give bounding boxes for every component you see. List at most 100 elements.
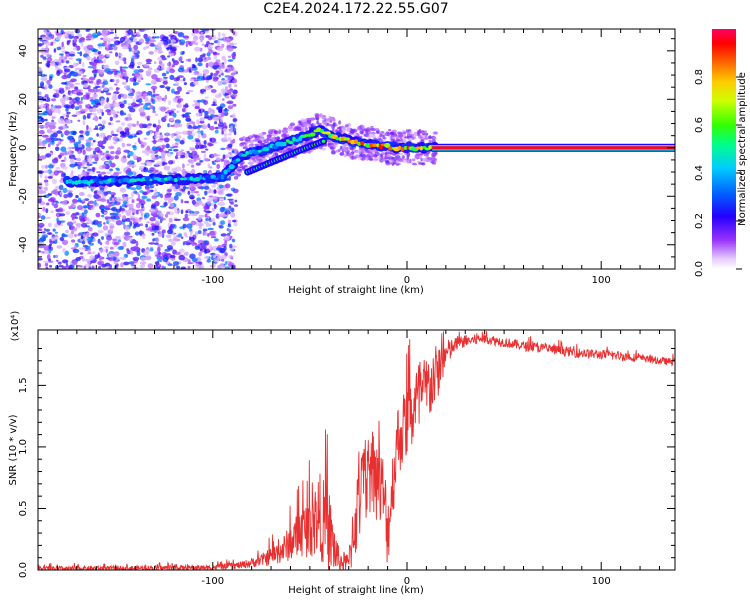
noise-speckle <box>115 52 118 57</box>
noise-speckle <box>227 55 232 58</box>
noise-speckle <box>178 123 183 128</box>
noise-speckle <box>147 67 153 71</box>
noise-speckle <box>151 232 155 236</box>
noise-speckle <box>132 37 137 43</box>
noise-speckle <box>207 227 214 231</box>
noise-speckle <box>41 141 46 147</box>
noise-speckle <box>222 207 226 211</box>
noise-speckle <box>203 185 210 190</box>
noise-speckle <box>84 225 91 228</box>
noise-speckle <box>93 128 99 130</box>
noise-speckle <box>203 140 207 145</box>
noise-speckle <box>126 113 132 118</box>
noise-speckle <box>212 117 217 121</box>
noise-speckle <box>75 223 82 227</box>
ridge-halo <box>416 129 422 134</box>
noise-speckle <box>99 242 103 246</box>
noise-speckle <box>232 117 237 123</box>
noise-speckle <box>173 77 179 82</box>
noise-speckle <box>169 254 176 259</box>
noise-speckle <box>218 196 224 199</box>
noise-speckle <box>46 254 51 260</box>
noise-speckle <box>127 196 133 200</box>
noise-speckle <box>119 256 127 260</box>
ridge-halo <box>392 132 398 137</box>
noise-speckle <box>98 69 105 75</box>
noise-speckle <box>169 226 173 231</box>
noise-speckle <box>152 110 157 114</box>
noise-speckle <box>87 194 92 198</box>
noise-speckle <box>132 153 137 159</box>
ridge-halo <box>254 143 260 146</box>
noise-speckle <box>187 89 194 93</box>
noise-speckle <box>146 221 150 224</box>
noise-speckle <box>96 171 101 174</box>
noise-speckle <box>60 174 65 178</box>
noise-speckle <box>65 211 70 215</box>
ridge-core <box>74 180 79 185</box>
ridge-halo <box>305 127 309 131</box>
noise-speckle <box>42 134 49 138</box>
noise-speckle <box>165 143 170 149</box>
noise-speckle <box>154 188 157 193</box>
noise-speckle <box>157 246 161 253</box>
noise-speckle <box>55 234 58 237</box>
noise-speckle <box>43 260 50 264</box>
noise-speckle <box>38 257 43 261</box>
noise-speckle <box>114 36 120 39</box>
noise-speckle <box>133 190 138 194</box>
noise-speckle <box>40 73 46 78</box>
noise-speckle <box>96 133 99 137</box>
noise-speckle <box>104 64 109 69</box>
noise-speckle <box>150 94 156 98</box>
noise-speckle <box>38 241 45 245</box>
noise-speckle <box>48 110 52 115</box>
noise-speckle <box>108 253 115 257</box>
noise-speckle <box>135 132 140 135</box>
noise-speckle <box>64 56 68 60</box>
noise-speckle <box>209 153 215 159</box>
noise-speckle <box>132 171 137 175</box>
noise-speckle <box>169 68 176 74</box>
noise-speckle <box>101 214 105 218</box>
noise-speckle <box>187 190 191 195</box>
noise-speckle <box>227 198 234 201</box>
noise-speckle <box>220 199 224 202</box>
noise-speckle <box>174 138 180 142</box>
ridge-halo <box>412 163 418 166</box>
ridge-halo <box>326 118 330 122</box>
noise-speckle <box>152 32 157 35</box>
noise-speckle <box>227 59 234 62</box>
noise-speckle <box>92 161 98 164</box>
noise-speckle <box>94 115 99 122</box>
noise-speckle <box>131 145 137 148</box>
noise-speckle <box>45 36 52 40</box>
noise-speckle <box>203 221 209 224</box>
noise-speckle <box>161 116 167 123</box>
noise-speckle <box>117 72 121 78</box>
noise-speckle <box>163 137 170 143</box>
noise-speckle <box>215 157 221 162</box>
noise-speckle <box>74 86 79 90</box>
noise-speckle <box>126 248 130 252</box>
noise-speckle <box>158 60 163 65</box>
noise-speckle <box>208 142 213 147</box>
noise-speckle <box>99 140 102 145</box>
noise-speckle <box>43 244 50 247</box>
noise-speckle <box>181 130 189 135</box>
noise-speckle <box>55 146 60 152</box>
noise-speckle <box>116 111 120 114</box>
noise-speckle <box>206 259 211 263</box>
noise-speckle <box>98 195 101 199</box>
noise-speckle <box>55 37 61 41</box>
noise-speckle <box>65 60 70 64</box>
ridge-core <box>325 131 331 135</box>
noise-speckle <box>142 251 150 256</box>
noise-speckle <box>67 150 73 156</box>
noise-speckle <box>63 156 67 162</box>
noise-speckle <box>167 172 174 175</box>
noise-speckle <box>157 259 163 263</box>
noise-speckle <box>56 245 63 249</box>
noise-speckle <box>109 43 116 47</box>
noise-speckle <box>56 259 59 262</box>
